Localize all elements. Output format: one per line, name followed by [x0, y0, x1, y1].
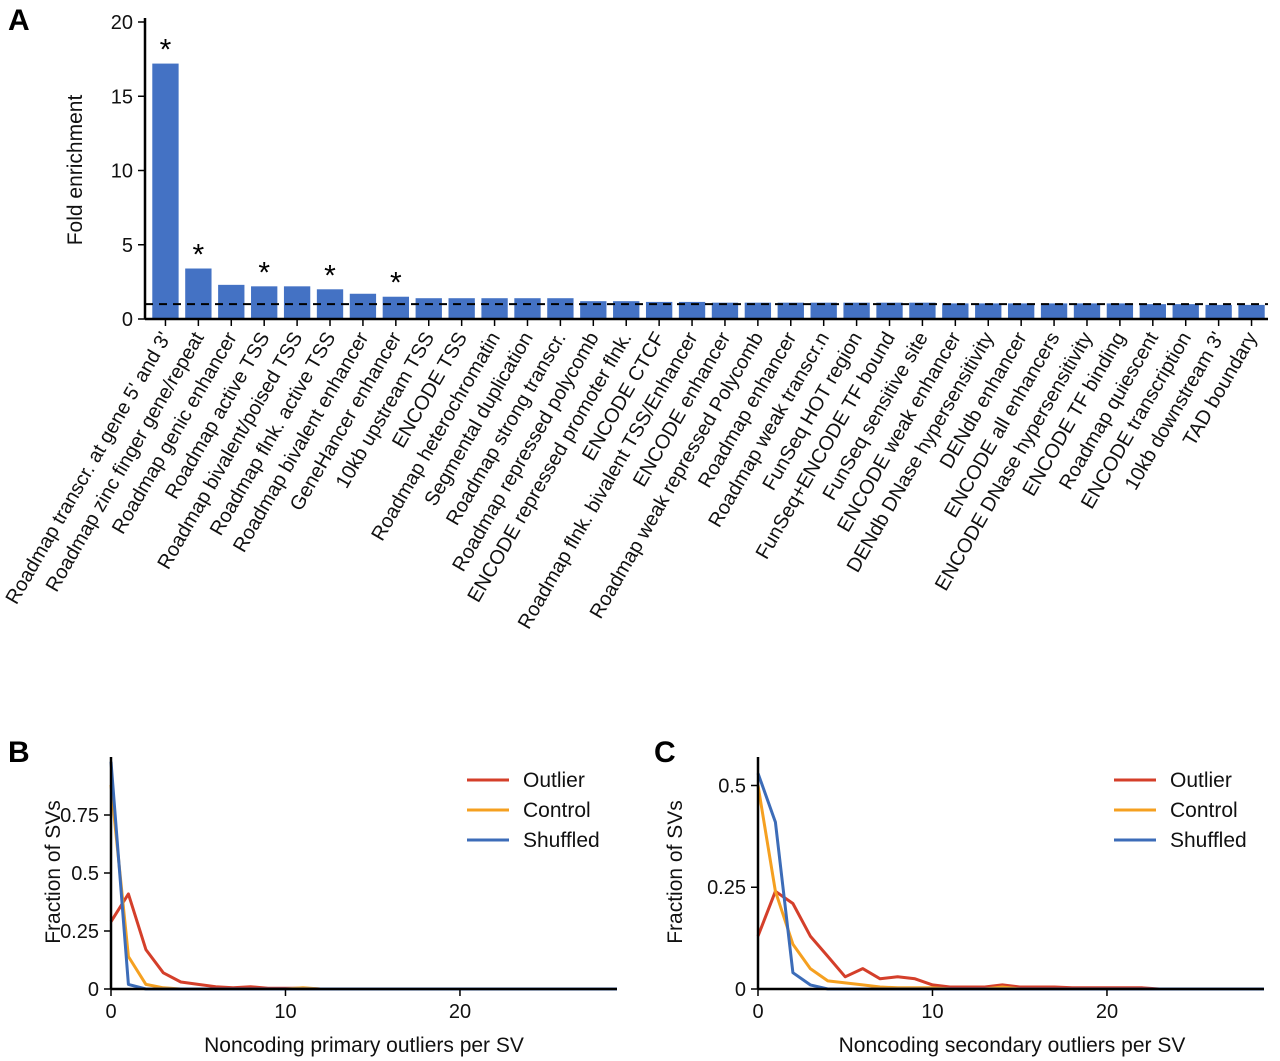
bar [1040, 303, 1068, 319]
bar [152, 63, 179, 319]
bar [975, 303, 1002, 319]
series-line-outlier [756, 889, 1264, 991]
bar-chart-ylabel: Fold enrichment [64, 95, 87, 246]
bar [1205, 304, 1232, 319]
bar [810, 302, 837, 319]
primary-outliers-line-chart: Fraction of SVs Noncoding primary outlie… [42, 757, 617, 1057]
bar [711, 302, 739, 319]
bar [843, 302, 870, 319]
series-line-shuffled [109, 761, 617, 991]
legend-label-control: Control [1170, 799, 1238, 822]
bar [1073, 303, 1101, 319]
enrichment-bar-chart: Fold enrichment *Roadmap transcr. at gen… [2, 12, 1268, 633]
x-tick-label: 10 [274, 1001, 296, 1023]
x-tick-label: 0 [105, 1001, 116, 1023]
significance-star: * [390, 267, 402, 300]
significance-star: * [160, 34, 172, 67]
secondary-outliers-line-chart: Fraction of SVs Noncoding secondary outl… [664, 757, 1264, 1057]
legend-label-shuffled: Shuffled [523, 829, 600, 852]
bar [415, 298, 442, 319]
panel-b-letter: B [8, 736, 30, 769]
legend-label-outlier: Outlier [523, 769, 585, 792]
y-tick-label: 0.25 [60, 921, 99, 943]
x-tick-label: 20 [1096, 1001, 1118, 1023]
bar [678, 301, 706, 319]
significance-star: * [324, 259, 336, 292]
x-tick-label: 0 [752, 1001, 763, 1023]
panel-a-letter: A [8, 4, 30, 37]
panel-c-letter: C [654, 736, 676, 769]
significance-star: * [193, 239, 205, 272]
bar [580, 301, 607, 319]
bar [645, 301, 673, 319]
y-tick-label: 0 [88, 979, 99, 1001]
bar [1172, 304, 1199, 319]
bar [251, 286, 278, 319]
bar [185, 268, 212, 319]
bar [1139, 304, 1166, 319]
y-tick-label: 0 [735, 979, 746, 1001]
y-tick-label: 0 [122, 309, 133, 331]
y-tick-label: 0.5 [71, 863, 99, 885]
bar [283, 286, 311, 319]
panel-b-ylabel: Fraction of SVs [42, 800, 65, 944]
bar [613, 301, 640, 319]
y-tick-label: 0.75 [60, 805, 99, 827]
bar [218, 284, 245, 319]
panel-c-ylabel: Fraction of SVs [664, 800, 687, 944]
panel-c-xlabel: Noncoding secondary outliers per SV [839, 1034, 1186, 1057]
y-tick-label: 0.5 [718, 775, 746, 797]
bar [382, 296, 410, 319]
legend-label-control: Control [523, 799, 591, 822]
panel-b-xlabel: Noncoding primary outliers per SV [204, 1034, 524, 1057]
y-tick-label: 20 [111, 12, 133, 34]
bar [349, 293, 377, 319]
bar [448, 298, 475, 319]
bar [777, 302, 804, 319]
bar [876, 302, 903, 319]
legend-label-shuffled: Shuffled [1170, 829, 1247, 852]
legend-label-outlier: Outlier [1170, 769, 1232, 792]
bar [481, 298, 508, 319]
x-tick-label: 10 [921, 1001, 943, 1023]
bar [1007, 303, 1035, 319]
x-tick-label: 20 [449, 1001, 471, 1023]
bar [744, 302, 772, 319]
bar [1106, 303, 1134, 319]
significance-star: * [258, 256, 270, 289]
y-tick-label: 5 [122, 235, 133, 257]
series-line-outlier [109, 892, 617, 991]
y-tick-label: 0.25 [707, 877, 746, 899]
y-tick-label: 10 [111, 161, 133, 183]
bar [547, 298, 574, 319]
bar [1238, 304, 1265, 319]
y-tick-label: 15 [111, 86, 133, 108]
bar [909, 302, 936, 319]
bar [514, 298, 541, 319]
bar [942, 303, 969, 319]
